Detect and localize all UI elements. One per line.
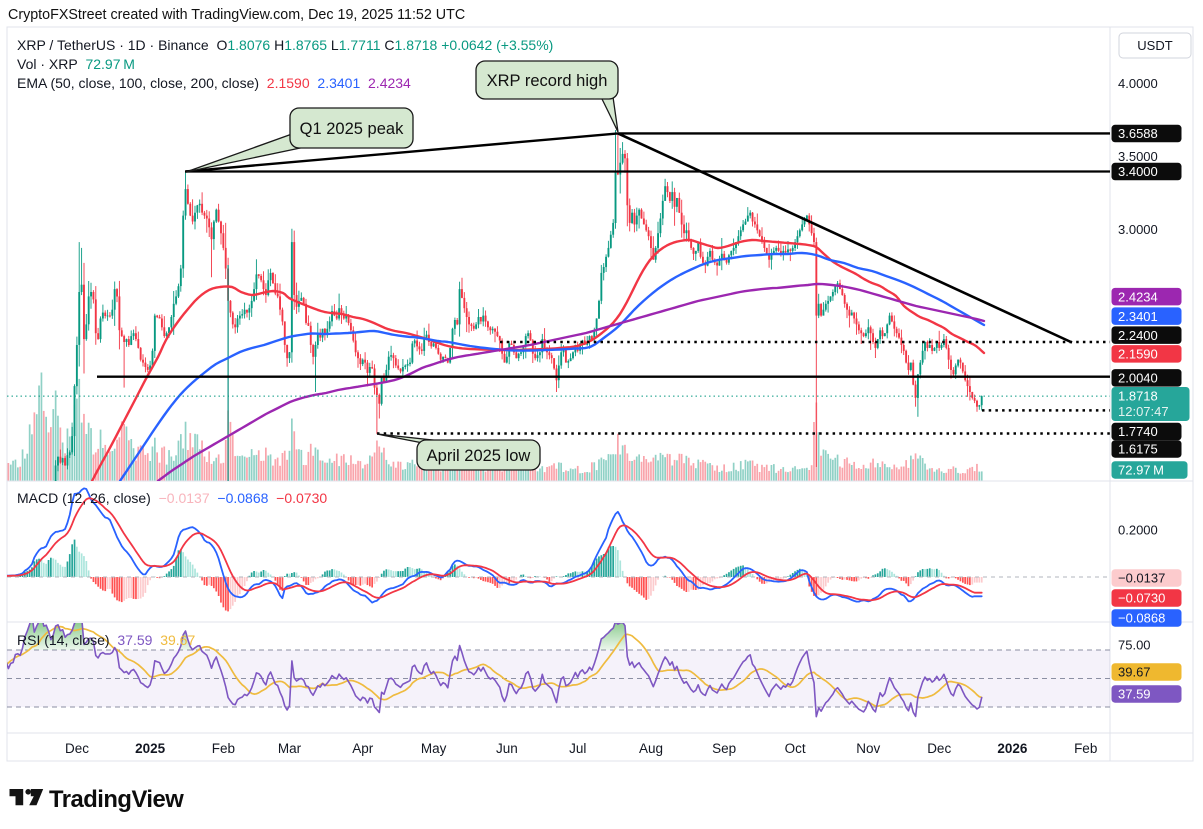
svg-text:Mar: Mar bbox=[278, 741, 302, 756]
svg-text:39.67: 39.67 bbox=[1118, 665, 1151, 680]
svg-text:3.5000: 3.5000 bbox=[1118, 149, 1158, 164]
svg-text:CryptoFXStreet created with Tr: CryptoFXStreet created with TradingView.… bbox=[8, 7, 465, 23]
svg-text:Feb: Feb bbox=[212, 741, 235, 756]
svg-text:RSI (14, close) 37.59 39.67: RSI (14, close) 37.59 39.67 bbox=[17, 632, 195, 648]
svg-text:2.3401: 2.3401 bbox=[1118, 309, 1158, 324]
svg-text:EMA (50, close, 100, close, 20: EMA (50, close, 100, close, 200, close) … bbox=[17, 75, 411, 91]
svg-text:2.4234: 2.4234 bbox=[1118, 289, 1158, 304]
svg-text:−0.0868: −0.0868 bbox=[1118, 611, 1165, 626]
svg-text:USDT: USDT bbox=[1137, 38, 1172, 53]
svg-text:Vol · XRP 72.97 M: Vol · XRP 72.97 M bbox=[17, 56, 135, 72]
svg-text:3.4000: 3.4000 bbox=[1118, 164, 1158, 179]
svg-text:3.6588: 3.6588 bbox=[1118, 126, 1158, 141]
svg-text:May: May bbox=[421, 741, 447, 756]
svg-text:2.0040: 2.0040 bbox=[1118, 370, 1158, 385]
svg-text:Jun: Jun bbox=[496, 741, 518, 756]
svg-text:Dec: Dec bbox=[927, 741, 951, 756]
svg-text:Q1 2025 peak: Q1 2025 peak bbox=[300, 120, 404, 138]
svg-text:1.6175: 1.6175 bbox=[1118, 442, 1158, 457]
svg-text:XRP / TetherUS · 1D · Binance: XRP / TetherUS · 1D · Binance O1.8076 H1… bbox=[17, 37, 553, 53]
svg-text:2.2400: 2.2400 bbox=[1118, 328, 1158, 343]
svg-text:3.0000: 3.0000 bbox=[1118, 222, 1158, 237]
svg-text:1.8718: 1.8718 bbox=[1118, 389, 1158, 404]
svg-text:Dec: Dec bbox=[65, 741, 89, 756]
svg-text:37.59: 37.59 bbox=[1118, 687, 1151, 702]
svg-text:75.00: 75.00 bbox=[1118, 638, 1151, 653]
svg-text:2025: 2025 bbox=[135, 741, 166, 756]
svg-text:4.0000: 4.0000 bbox=[1118, 76, 1158, 91]
svg-text:2026: 2026 bbox=[997, 741, 1028, 756]
svg-text:2.1590: 2.1590 bbox=[1118, 346, 1158, 361]
svg-text:Nov: Nov bbox=[856, 741, 880, 756]
svg-text:Feb: Feb bbox=[1074, 741, 1097, 756]
svg-text:MACD (12, 26, close) −0.0137: MACD (12, 26, close) −0.0137 −0.0868 −0.… bbox=[17, 490, 327, 506]
svg-text:Aug: Aug bbox=[639, 741, 663, 756]
svg-text:Apr: Apr bbox=[352, 741, 374, 756]
svg-text:TradingView: TradingView bbox=[49, 786, 184, 813]
svg-text:72.97 M: 72.97 M bbox=[1118, 463, 1164, 478]
svg-text:0.2000: 0.2000 bbox=[1118, 523, 1158, 538]
svg-text:XRP record high: XRP record high bbox=[487, 72, 608, 90]
svg-text:Oct: Oct bbox=[785, 741, 806, 756]
svg-text:−0.0137: −0.0137 bbox=[1118, 571, 1165, 586]
svg-text:−0.0730: −0.0730 bbox=[1118, 591, 1165, 606]
svg-text:Sep: Sep bbox=[712, 741, 736, 756]
svg-text:Jul: Jul bbox=[569, 741, 586, 756]
svg-text:12:07:47: 12:07:47 bbox=[1118, 404, 1169, 419]
svg-text:1.7740: 1.7740 bbox=[1118, 424, 1158, 439]
svg-text:April 2025 low: April 2025 low bbox=[427, 447, 531, 465]
